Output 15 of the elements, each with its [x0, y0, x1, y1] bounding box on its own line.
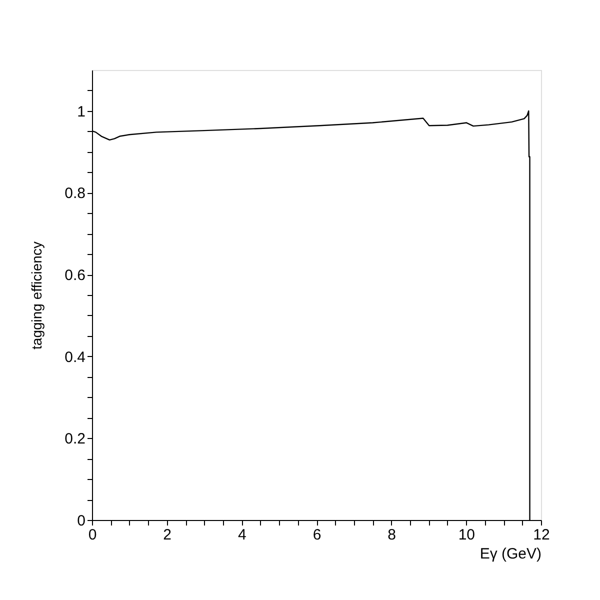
y-tick-label: 0.4 — [64, 348, 86, 366]
y-axis-title: tagging efficiency — [28, 242, 45, 350]
x-tick-label: 0 — [88, 526, 97, 544]
y-tick-label: 0.2 — [64, 430, 86, 448]
x-tick-label: 12 — [533, 526, 550, 544]
y-tick-label: 0 — [77, 512, 86, 530]
x-axis-title: Eγ (GeV) — [480, 546, 542, 562]
x-tick-label: 6 — [312, 526, 322, 544]
x-tick-label: 4 — [238, 526, 246, 544]
x-tick-label: 10 — [458, 526, 476, 544]
y-tick-label: 0.6 — [64, 267, 86, 284]
x-tick-label: 8 — [388, 526, 396, 544]
y-tick-label: 1 — [77, 103, 86, 120]
x-tick-label: 2 — [163, 526, 172, 544]
y-tick-label: 0.8 — [64, 185, 86, 202]
